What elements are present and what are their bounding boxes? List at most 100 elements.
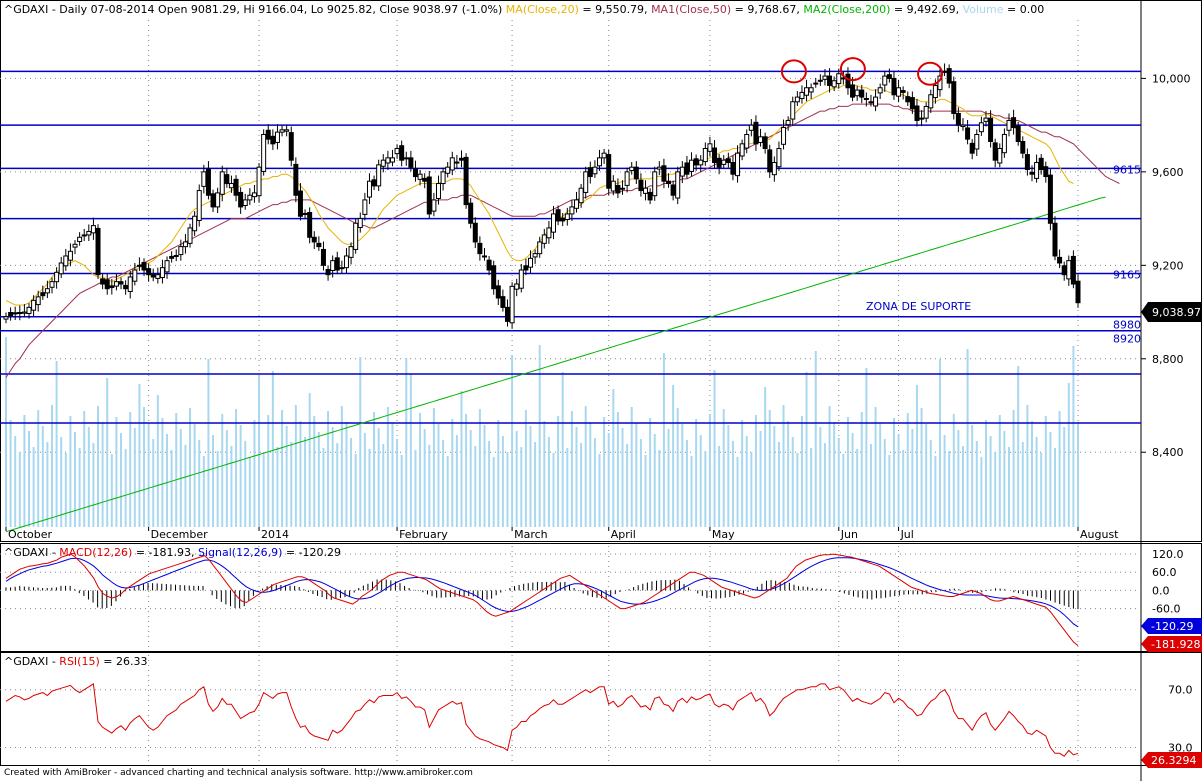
candle-body (54, 271, 60, 283)
candle-body (187, 227, 193, 244)
candle-body (67, 250, 73, 261)
candle-body (804, 87, 810, 96)
rsi-value: = 26.33 (100, 655, 148, 668)
candle-body (509, 285, 515, 324)
candle-body (615, 184, 621, 194)
candle-body (1075, 280, 1081, 304)
candle-body (3, 316, 9, 320)
candle-body (988, 117, 994, 142)
candle-body (969, 142, 975, 154)
candle-body (882, 75, 888, 86)
candle-body (997, 148, 1003, 164)
candle-body (955, 112, 961, 126)
level-label: 8920 (1113, 333, 1141, 346)
candle-body (274, 131, 280, 143)
candle-body (8, 312, 14, 317)
candle-body (417, 173, 423, 180)
last-close-tag: 9,038.97 (1141, 302, 1202, 322)
signal-last-tag: -120.29 (1141, 618, 1202, 634)
macd-line (5, 553, 1079, 646)
rsi-label: RSI(15) (59, 655, 99, 668)
candle-body (477, 242, 483, 255)
candle-body (325, 269, 331, 276)
macd-panel-frame (0, 543, 1202, 652)
candle-body (491, 265, 497, 290)
candle-body (873, 96, 879, 107)
candle-body (224, 174, 230, 185)
candle-body (877, 87, 883, 94)
candle-body (155, 274, 161, 279)
rsi-tick-label: 70.0 (1168, 684, 1193, 697)
candle-body (100, 278, 106, 285)
candle-body (288, 132, 294, 161)
candle-body (592, 166, 598, 175)
candle-body (610, 180, 616, 192)
month-label: Jun (840, 528, 858, 541)
candle-body (201, 171, 207, 187)
candle-body (712, 147, 718, 164)
candle-body (675, 171, 681, 199)
candle-body (578, 187, 584, 204)
candle-body (408, 157, 414, 168)
candle-body (523, 265, 529, 271)
candle-body (302, 212, 308, 215)
candle-body (606, 154, 612, 189)
candle-body (762, 136, 768, 150)
candle-body (17, 312, 23, 315)
candle-body (238, 191, 244, 208)
macd-tick-label: 0.0 (1152, 584, 1170, 597)
candle-body (541, 234, 547, 244)
macd-tick-label: -60.0 (1152, 603, 1180, 616)
candle-body (813, 82, 819, 85)
candle-body (279, 129, 285, 133)
candle-body (205, 168, 211, 196)
candle-body (932, 84, 938, 99)
candle-body (923, 105, 929, 119)
candle-body (638, 179, 644, 192)
rsi-plot: 70.0 30.0 (0, 683, 1193, 757)
support-zone-annotation: ZONA DE SUPORTE (866, 300, 971, 313)
candle-body (850, 84, 856, 98)
candle-body (261, 133, 267, 172)
price-tick-label: 8,400 (1152, 446, 1184, 459)
candle-body (12, 312, 18, 315)
candle-body (21, 311, 27, 314)
candle-body (463, 156, 469, 206)
candle-body (721, 159, 727, 165)
candle-body (330, 260, 336, 271)
candle-body (210, 193, 216, 208)
candle-body (95, 227, 101, 276)
ma20-label: MA(Close,20) (506, 3, 579, 16)
candle-body (942, 70, 948, 73)
candle-body (905, 96, 911, 103)
price-tick-label: 9,600 (1152, 166, 1184, 179)
candle-body (1029, 171, 1035, 175)
macd-value: = -181.93, (132, 546, 194, 559)
candle-body (661, 165, 667, 182)
candle-body (399, 145, 405, 161)
top-highlight-ellipse (839, 57, 866, 82)
candle-body (670, 184, 676, 196)
candle-body (81, 234, 87, 237)
candle-body (951, 81, 957, 114)
candle-body (790, 101, 796, 120)
candle-body (693, 158, 699, 166)
candle-body (431, 199, 437, 212)
candle-body (40, 292, 46, 297)
candle-body (284, 129, 290, 132)
candle-body (564, 213, 570, 221)
candle-body (1001, 133, 1007, 154)
candle-body (978, 122, 984, 133)
ma200-label: MA2(Close,200) (803, 3, 890, 16)
top-highlight-ellipse (780, 59, 807, 84)
candle-body (472, 222, 478, 243)
candle-body (1020, 140, 1026, 154)
candle-body (371, 179, 377, 187)
candle-body (389, 157, 395, 163)
candle-body (215, 192, 221, 208)
candle-body (1015, 125, 1021, 142)
price-tick-label: 8,800 (1152, 353, 1184, 366)
month-label: April (611, 528, 636, 541)
candle-body (859, 89, 865, 98)
